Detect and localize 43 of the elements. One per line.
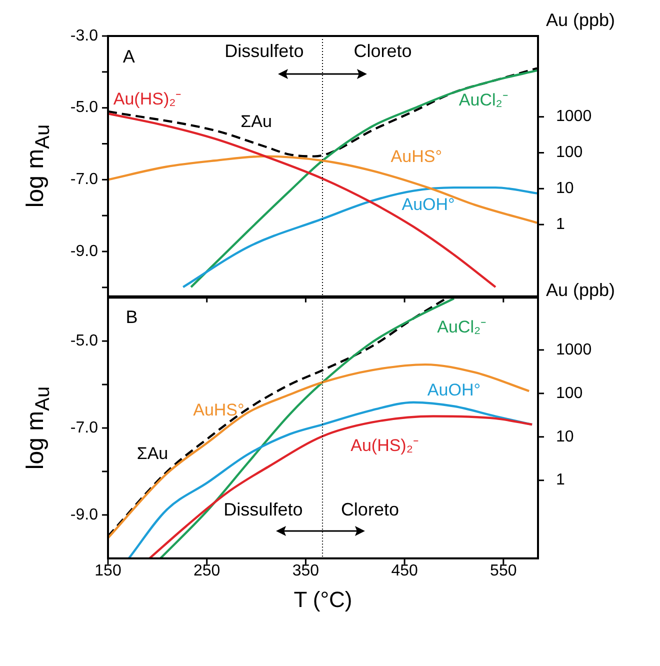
y2-axis-title: Au (ppb) [546,10,616,31]
y-tick-label: -5.0 [70,99,98,116]
annotation: B [126,307,138,327]
series-label: AuHS° [390,147,442,166]
line-series [108,363,530,540]
series-label: AuOH° [402,195,455,214]
annotation: Cloreto [354,41,412,62]
y2-tick-label: 10 [556,428,574,446]
series-label: ΣAu [136,444,168,463]
y2-tick-label: 10 [556,180,574,198]
annotation: Cloreto [340,500,399,520]
y-tick-label: -3.0 [70,27,98,44]
annotation: A [122,46,135,67]
y-tick-label: -5.0 [70,332,98,350]
line-series [190,69,538,288]
y-tick-label: -9.0 [70,242,98,260]
series-label: AuHS° [193,400,244,420]
annotation: Dissulfeto [224,500,303,520]
y2-tick-label: 1 [556,216,565,233]
x-tick-label: 250 [194,562,220,580]
line-series [182,186,538,288]
y2-axis-title: Au (ppb) [546,280,616,301]
series-label: Au(HS)₂⁻ [113,90,182,109]
series-label: Au(HS)₂⁻ [350,436,419,455]
x-tick-label: 450 [391,562,418,580]
series-label: AuOH° [427,380,481,400]
y2-tick-label: 1000 [556,341,592,358]
x-tick-label: 350 [292,562,320,580]
x-axis-title: T (°C) [294,586,352,612]
x-tick-label: 150 [94,562,122,580]
y-tick-label: -7.0 [70,419,98,436]
y-tick-label: -9.0 [70,506,98,524]
annotation: Dissulfeto [224,41,304,62]
y2-tick-label: 100 [556,384,583,402]
line-series [108,112,497,288]
y2-tick-label: 100 [556,144,583,162]
y2-tick-label: 1 [556,472,565,489]
x-tick-label: 550 [490,562,517,580]
y2-tick-label: 1000 [556,108,592,126]
series-label: AuCl₂⁻ [458,90,508,110]
y-tick-label: -7.0 [70,171,98,188]
series-label: AuCl₂⁻ [437,318,487,337]
series-label: ΣAu [240,112,272,131]
